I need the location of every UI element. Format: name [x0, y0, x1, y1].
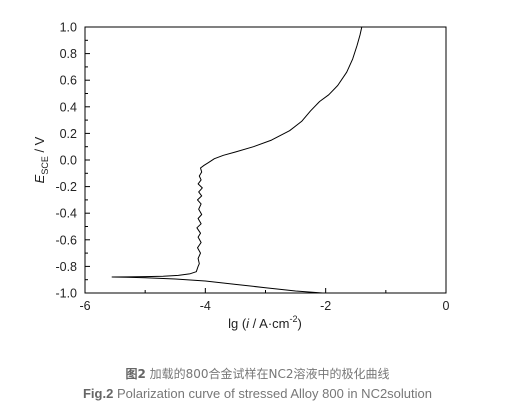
y-tick-label: 0.8	[60, 47, 77, 61]
caption-zh-label: 图2	[125, 367, 146, 381]
figure-caption-chinese: 图2 加载的800合金试样在NC2溶液中的极化曲线	[0, 365, 515, 382]
x-tick-label: 0	[443, 299, 450, 313]
y-tick-label: 0.4	[60, 100, 77, 114]
y-tick-label: 0.2	[60, 127, 77, 141]
y-tick-label: -0.2	[55, 180, 77, 194]
caption-en-label: Fig.2	[82, 386, 114, 401]
figure-caption-english: Fig.2 Polarization curve of stressed All…	[0, 386, 515, 401]
y-tick-label: 0.6	[60, 74, 77, 88]
x-tick-label: -2	[320, 299, 331, 313]
x-axis-title: lg (i / A·cm-2)	[228, 314, 302, 331]
y-tick-label: -0.4	[55, 207, 77, 221]
caption-en-text: Polarization curve of stressed Alloy 800…	[113, 386, 432, 401]
caption-zh-text: 加载的800合金试样在NC2溶液中的极化曲线	[145, 367, 390, 381]
y-tick-label: 0.0	[60, 154, 77, 168]
ticks-layer	[84, 26, 447, 294]
series-layer	[111, 26, 363, 294]
y-tick-label: -0.6	[55, 233, 77, 247]
x-tick-label: -4	[200, 299, 211, 313]
y-axis-title: ESCE / V	[32, 136, 50, 183]
polarization-curve	[111, 26, 363, 294]
y-tick-label: -1.0	[55, 287, 77, 301]
polarization-chart: -6 -4 -2 0 -1.0 -0.8 -0.6 -0.4 -0.2 0.0 0.2 0.4 0.6 0…	[32, 21, 450, 332]
y-tick-label: -0.8	[55, 260, 77, 274]
tick-labels-layer: -6 -4 -2 0 -1.0 -0.8 -0.6 -0.4 -0.2 0.0 0.2 0.4 0.6 0…	[55, 21, 449, 314]
y-tick-label: 1.0	[60, 21, 77, 35]
plot-frame	[84, 26, 447, 294]
x-tick-label: -6	[79, 299, 90, 313]
